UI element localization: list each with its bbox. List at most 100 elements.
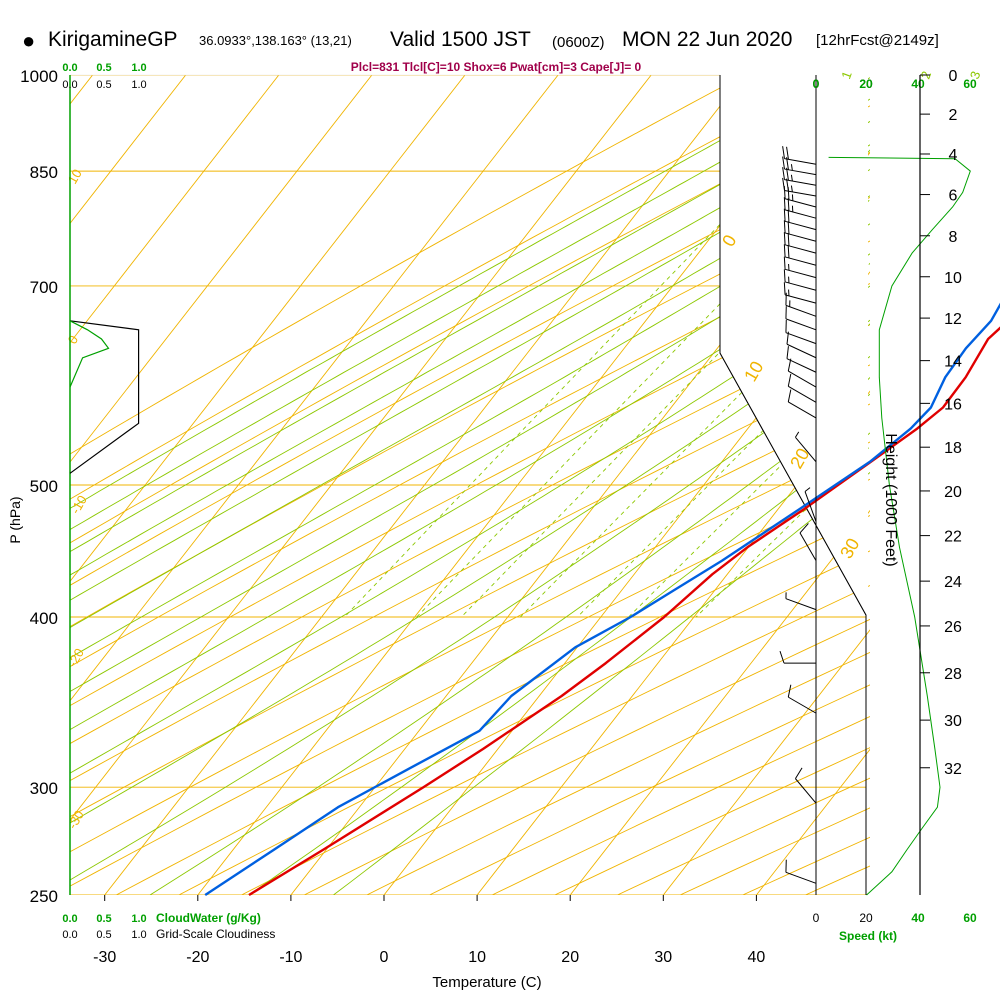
moist-adiabat-line <box>70 253 870 731</box>
isotherm-label: -10 <box>68 493 90 517</box>
cloud-water-top-tick: 0.5 <box>96 62 111 74</box>
isotherm-line <box>70 75 280 344</box>
speed-bottom-tick: 60 <box>963 911 977 925</box>
pressure-tick-label: 1000 <box>20 67 58 86</box>
wind-top-tick: 0 <box>813 77 820 91</box>
wind-barb <box>783 232 817 254</box>
cloud-water-bottom-tick: 0.5 <box>96 913 111 925</box>
speed-top-tick: 40 <box>911 77 925 91</box>
pressure-tick-label: 700 <box>30 278 58 297</box>
height-tick-label: 30 <box>944 713 962 730</box>
dry-adiabat-line <box>70 240 870 668</box>
height-tick-label: 4 <box>949 147 958 164</box>
mixing-ratio-lines <box>344 75 870 618</box>
height-tick-label: 32 <box>944 761 962 778</box>
wind-barb <box>785 859 817 884</box>
temperature-tick-label: -20 <box>186 949 209 966</box>
cloudiness-bottom-tick: 1.0 <box>131 929 146 941</box>
isotherm-line <box>70 75 373 463</box>
moist-adiabat-line <box>248 432 870 895</box>
forecast-info: [12hrFcst@2149z] <box>816 32 939 49</box>
cloudiness-top-tick: 0.5 <box>96 79 111 91</box>
mixing-ratio-label: 3 <box>967 69 984 81</box>
wind-barb <box>785 306 817 331</box>
valid-utc: (0600Z) <box>552 34 605 51</box>
height-tick-label: 28 <box>944 666 962 683</box>
isotherm-line <box>662 629 870 895</box>
isotherm-label: -20 <box>65 646 87 670</box>
cloudiness-profile <box>69 320 140 474</box>
speed-top-tick: 60 <box>963 77 977 91</box>
isotherm-line <box>756 748 870 895</box>
isotherm-label: 10 <box>65 166 85 186</box>
station-name: KirigamineGP <box>48 28 178 51</box>
height-tick-label: 14 <box>944 354 962 371</box>
dry-adiabat-line <box>115 514 870 895</box>
dewpoint-profile <box>204 302 1000 897</box>
height-tick-label: 20 <box>944 484 962 501</box>
isotherm-line <box>70 75 187 225</box>
wind-barb <box>783 282 817 304</box>
height-tick-label: 22 <box>944 529 962 546</box>
height-tick-label: 12 <box>944 311 962 328</box>
temperature-tick-label: 40 <box>748 949 766 966</box>
frame-mask <box>720 74 868 615</box>
mixing-ratio-line <box>344 75 865 618</box>
pressure-tick-label: 850 <box>30 163 58 182</box>
wind-barb <box>779 650 816 664</box>
wind-barb <box>783 208 817 231</box>
stability-indices: Plcl=831 Tlcl[C]=10 Shox=6 Pwat[cm]=3 Ca… <box>351 60 642 74</box>
valid-time: Valid 1500 JST <box>390 28 531 51</box>
height-tick-label: 26 <box>944 619 962 636</box>
temperature-tick-label: 0 <box>380 949 389 966</box>
wind-bottom-tick: 0 <box>813 911 820 925</box>
wind-barb <box>782 177 817 197</box>
thermo-background <box>70 75 870 895</box>
temperature-tick-label: -10 <box>279 949 302 966</box>
pressure-tick-label: 400 <box>30 609 58 628</box>
cloud-water-label: CloudWater (g/Kg) <box>156 911 261 925</box>
wind-speed-profile <box>828 156 971 896</box>
wind-barb <box>799 523 817 561</box>
cloud-water-profile <box>69 320 110 388</box>
wind-barb <box>783 220 817 242</box>
dry-adiabat-line <box>303 618 870 895</box>
isotherm-label: -30 <box>65 808 87 832</box>
cloud-water-bottom-tick: 0.0 <box>62 913 77 925</box>
moist-adiabat-line <box>70 195 870 659</box>
speed-bottom-tick: 40 <box>911 911 925 925</box>
dry-adiabat-line <box>366 651 870 895</box>
dry-adiabat-line <box>70 196 870 628</box>
temperature-axis-title: Temperature (C) <box>432 974 541 991</box>
pressure-tick-label: 250 <box>30 887 58 906</box>
mixing-ratio-label: 1 <box>838 69 855 81</box>
wind-barb <box>782 146 817 165</box>
moist-adiabat-line <box>70 168 870 629</box>
moist-adiabat-line <box>70 223 870 693</box>
dry-adiabat-line <box>70 441 870 853</box>
dry-adiabats <box>70 75 870 895</box>
moist-adiabat-line <box>149 393 870 895</box>
sounding-profiles <box>204 302 1000 897</box>
cloud-water-top-tick: 1.0 <box>131 62 146 74</box>
valid-date: MON 22 Jun 2020 <box>622 28 793 51</box>
cloudiness-top-tick: 0.0 <box>62 79 77 91</box>
height-tick-label: 0 <box>949 68 958 85</box>
station-bullet-icon: ● <box>22 28 36 53</box>
wind-barb <box>785 320 817 345</box>
background-lines <box>70 75 870 895</box>
height-tick-label: 6 <box>949 188 958 205</box>
wind-barb <box>787 373 817 403</box>
pressure-tick-label: 500 <box>30 477 58 496</box>
moist-adiabat-line <box>70 75 838 509</box>
wind-barb <box>787 684 817 714</box>
cloud-panel: 0.0 0.0 0.0 0.0 0.5 0.5 0.5 0.5 1.0 1.0 1.0 1.0 Clou… <box>62 62 275 941</box>
isotherm-line <box>569 509 870 895</box>
temperature-tick-label: -30 <box>93 949 116 966</box>
height-tick-label: 18 <box>944 440 962 457</box>
pressure-tick-label: 300 <box>30 779 58 798</box>
wind-barb <box>783 244 817 266</box>
dry-adiabat-line <box>70 75 745 455</box>
